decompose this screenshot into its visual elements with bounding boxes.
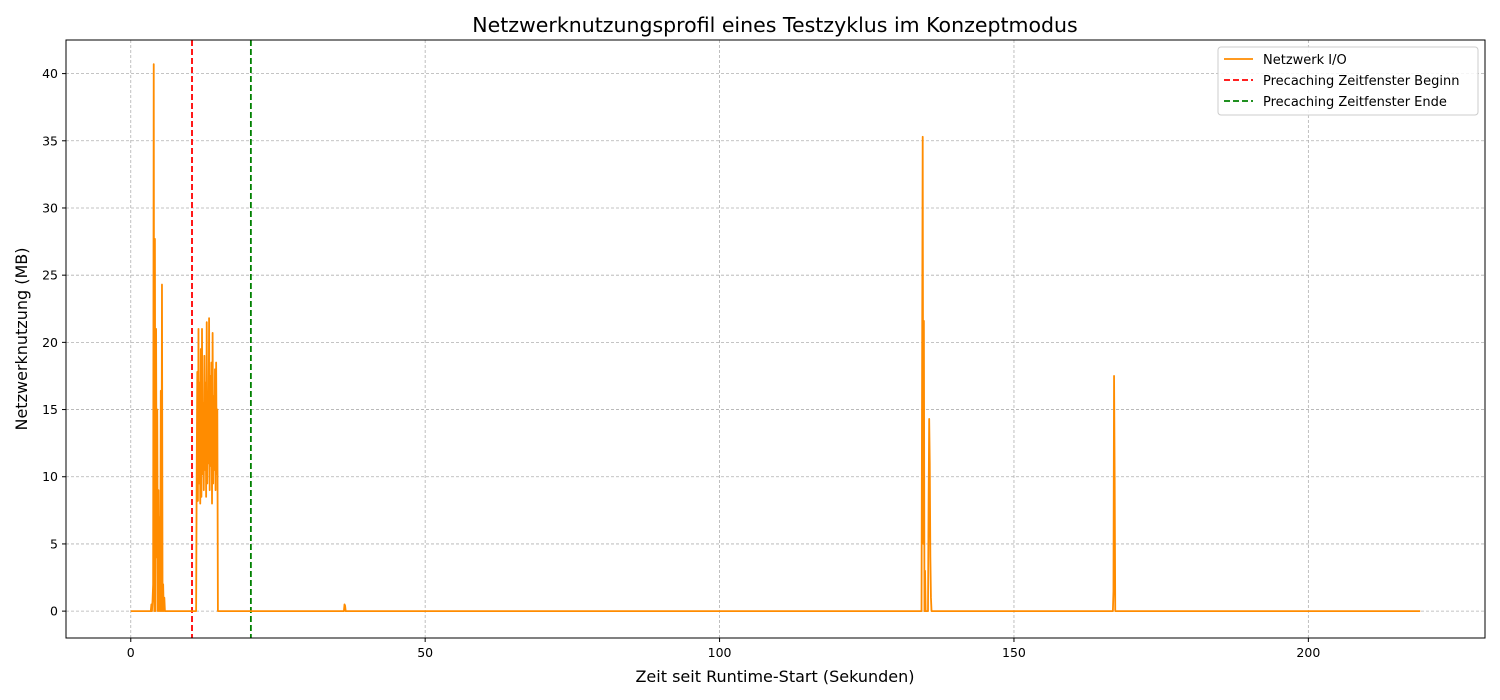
x-tick-label: 150 (1002, 645, 1026, 660)
grid (66, 40, 1485, 638)
y-axis-ticks: 0 5 10 15 20 25 30 35 40 (42, 66, 66, 619)
precaching-lines (191, 40, 252, 638)
y-tick-label: 10 (42, 469, 58, 484)
legend: Netzwerk I/O Precaching Zeitfenster Begi… (1217, 46, 1479, 116)
y-tick-label: 15 (42, 402, 58, 417)
series-line-netzwerk-io (130, 63, 1421, 613)
y-tick-label: 0 (50, 604, 58, 619)
y-axis-title: Netzwerknutzung (MB) (12, 248, 31, 431)
y-tick-label: 20 (42, 335, 58, 350)
x-tick-label: 50 (417, 645, 433, 660)
chart-title: Netzwerknutzungsprofil eines Testzyklus … (472, 13, 1077, 37)
legend-label-precaching-ende: Precaching Zeitfenster Ende (1263, 95, 1447, 110)
y-tick-label: 40 (42, 66, 58, 81)
y-tick-label: 25 (42, 268, 58, 283)
x-tick-label: 0 (127, 645, 135, 660)
legend-label-precaching-beginn: Precaching Zeitfenster Beginn (1263, 74, 1459, 89)
x-tick-label: 200 (1296, 645, 1320, 660)
plot-area-frame (65, 39, 1486, 639)
series-layer (130, 63, 1421, 613)
x-axis-title: Zeit seit Runtime-Start (Sekunden) (635, 667, 914, 686)
x-axis-ticks: 0 50 100 150 200 (127, 638, 1320, 660)
y-tick-label: 5 (50, 536, 58, 551)
legend-box (1217, 46, 1479, 116)
y-tick-label: 35 (42, 133, 58, 148)
legend-label-netzwerk-io: Netzwerk I/O (1263, 53, 1347, 68)
y-tick-label: 30 (42, 200, 58, 215)
x-tick-label: 100 (708, 645, 732, 660)
